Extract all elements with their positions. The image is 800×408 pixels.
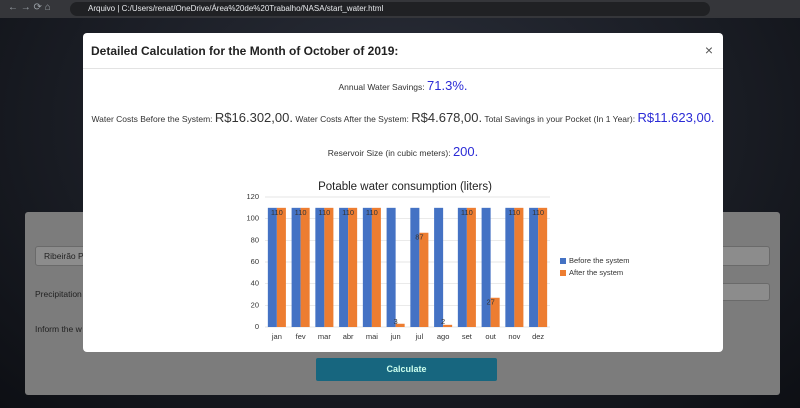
bar	[395, 323, 405, 327]
y-tick-label: 40	[251, 279, 259, 288]
bar	[276, 207, 286, 327]
bar	[490, 297, 500, 327]
button-label: Calculate	[386, 364, 427, 374]
y-tick-label: 0	[255, 322, 259, 331]
data-label: 110	[461, 208, 473, 217]
bar	[300, 207, 310, 327]
bar	[362, 207, 372, 327]
label: Water Costs After the System:	[295, 114, 409, 124]
data-label: 110	[532, 208, 544, 217]
bar	[315, 207, 325, 327]
data-label: 110	[366, 208, 378, 217]
data-label: 3	[394, 317, 398, 326]
data-label: 110	[318, 208, 330, 217]
x-tick-label: jul	[415, 332, 424, 341]
chart-title: Potable water consumption (liters)	[318, 181, 492, 193]
inform-label: Inform the w	[35, 324, 82, 334]
label: Total Savings in your Pocket (In 1 Year)…	[484, 114, 636, 124]
annual-line: Annual Water Savings: 71.3%.	[83, 78, 723, 93]
bar	[434, 207, 444, 327]
chart: Potable water consumption (liters) 0 20 40…	[246, 181, 629, 341]
bar	[267, 207, 277, 327]
value: 200.	[452, 144, 479, 159]
data-label: 110	[342, 208, 354, 217]
y-tick-label: 100	[246, 214, 259, 223]
city: Ribeirão P	[44, 251, 84, 261]
legend-swatch	[560, 270, 566, 276]
data-label: 110	[295, 208, 307, 217]
bar	[371, 207, 381, 327]
y-tick-label: 120	[246, 192, 259, 201]
x-tick-label: jun	[390, 332, 401, 341]
modal: Detailed Calculation for the Month of Oc…	[83, 33, 723, 352]
value: R$16.302,00.	[214, 110, 293, 125]
close-button[interactable]: ×	[704, 42, 713, 58]
legend-swatch	[560, 258, 566, 264]
value: R$4.678,00.	[411, 110, 483, 125]
browser-toolbar: ← → ⟳ ⌂ Arquivo | C:/Users/renat/OneDriv…	[0, 0, 800, 18]
precipitation-label: Precipitation	[35, 289, 82, 299]
calculate-button[interactable]: Calculate	[316, 358, 497, 381]
x-tick-label: set	[462, 332, 473, 341]
x-tick-label: nov	[508, 332, 520, 341]
data-label: 110	[271, 208, 283, 217]
x-tick-label: fev	[296, 332, 306, 341]
bar	[348, 207, 358, 327]
bar	[419, 232, 429, 327]
label: Reservoir Size (in cubic meters):	[327, 148, 451, 158]
protocol-label: Arquivo	[88, 4, 116, 13]
data-label: 87	[415, 233, 423, 242]
bar	[324, 207, 334, 327]
nav-buttons[interactable]: ← → ⟳ ⌂	[8, 2, 51, 13]
data-label: 27	[486, 298, 494, 307]
value: R$11.623,00.	[637, 110, 715, 125]
bar	[339, 207, 349, 327]
label: Annual Water Savings:	[338, 82, 425, 92]
bar	[481, 207, 491, 327]
bar	[529, 207, 539, 327]
address-bar[interactable]: Arquivo | C:/Users/renat/OneDrive/Área%2…	[70, 2, 710, 16]
legend-label: Before the system	[569, 256, 629, 265]
label: Water Costs Before the System:	[91, 114, 213, 124]
data-label: 110	[508, 208, 520, 217]
y-tick-label: 20	[251, 300, 259, 309]
url: C:/Users/renat/OneDrive/Área%20de%20Trab…	[121, 4, 384, 13]
bar	[457, 207, 467, 327]
bar	[505, 207, 515, 327]
bar	[443, 324, 453, 327]
bar	[291, 207, 301, 327]
value: 71.3%.	[427, 78, 468, 93]
modal-title: Detailed Calculation for the Month of Oc…	[91, 44, 399, 58]
x-tick-label: abr	[343, 332, 354, 341]
y-tick-label: 80	[251, 235, 259, 244]
bar	[538, 207, 548, 327]
data-label: 2	[441, 317, 445, 326]
x-tick-label: out	[485, 332, 496, 341]
costs-line: Water Costs Before the System: R$16.302,…	[83, 110, 723, 125]
x-tick-label: mar	[318, 332, 331, 341]
x-tick-label: jan	[271, 332, 282, 341]
reservoir-line: Reservoir Size (in cubic meters): 200.	[83, 144, 723, 159]
y-tick-label: 60	[251, 257, 259, 266]
x-tick-label: mai	[366, 332, 378, 341]
bar	[386, 207, 396, 327]
bar	[410, 207, 420, 327]
legend-label: After the system	[569, 268, 623, 277]
divider	[83, 68, 723, 69]
bar	[466, 207, 476, 327]
x-tick-label: ago	[437, 332, 450, 341]
x-tick-label: dez	[532, 332, 544, 341]
bar	[514, 207, 524, 327]
